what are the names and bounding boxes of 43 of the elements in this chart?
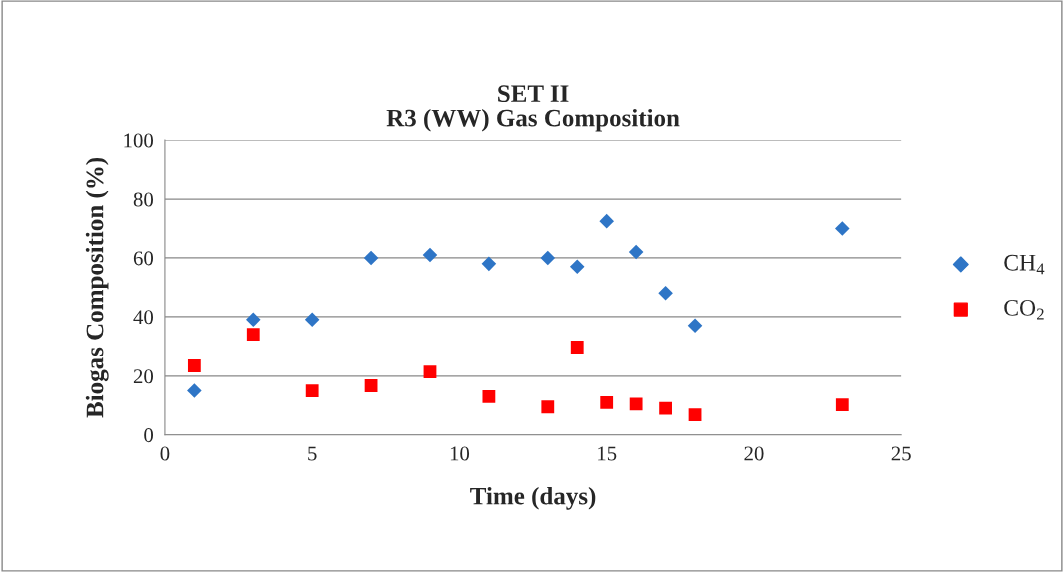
point [659,401,672,415]
x-tick-label: 20 [744,446,764,461]
point [245,312,261,328]
point [541,400,555,414]
chart-title: SET II R3 (WW) Gas Composition [386,85,680,132]
point [835,221,850,236]
point [482,390,496,403]
point [569,259,585,275]
y-tick-label: 40 [133,310,154,325]
point [570,341,584,354]
point [658,286,673,301]
y-tick-label: 80 [133,192,154,207]
point [540,250,556,266]
y-tick-label: 0 [144,428,154,443]
y-axis-title: Biogas Composition (%) [85,157,109,418]
x-axis-title: Time (days) [470,486,596,510]
point [364,379,378,392]
point [423,365,437,379]
y-tick-label: 20 [133,369,154,384]
point [422,247,438,263]
point [481,256,497,272]
point [835,398,849,412]
point [187,359,201,372]
point [687,318,703,334]
point [600,395,614,409]
legend-label: CH$_{4}$ [1004,254,1045,275]
y-tick-label: 100 [124,133,154,148]
point [305,384,319,397]
x-tick-label: 5 [308,446,317,461]
point [628,244,644,260]
point [688,408,702,422]
point [629,397,643,411]
y-tick-label: 60 [133,251,154,266]
x-tick-label: 10 [450,446,470,461]
point [187,383,202,398]
x-tick-label: 15 [598,446,617,461]
legend-label: CO$_{2}$ [1004,299,1044,320]
point [599,213,614,229]
point [304,312,320,328]
point [363,250,379,266]
point [246,328,260,341]
x-tick-label: 25 [891,446,911,461]
x-tick-label: 0 [160,446,170,461]
